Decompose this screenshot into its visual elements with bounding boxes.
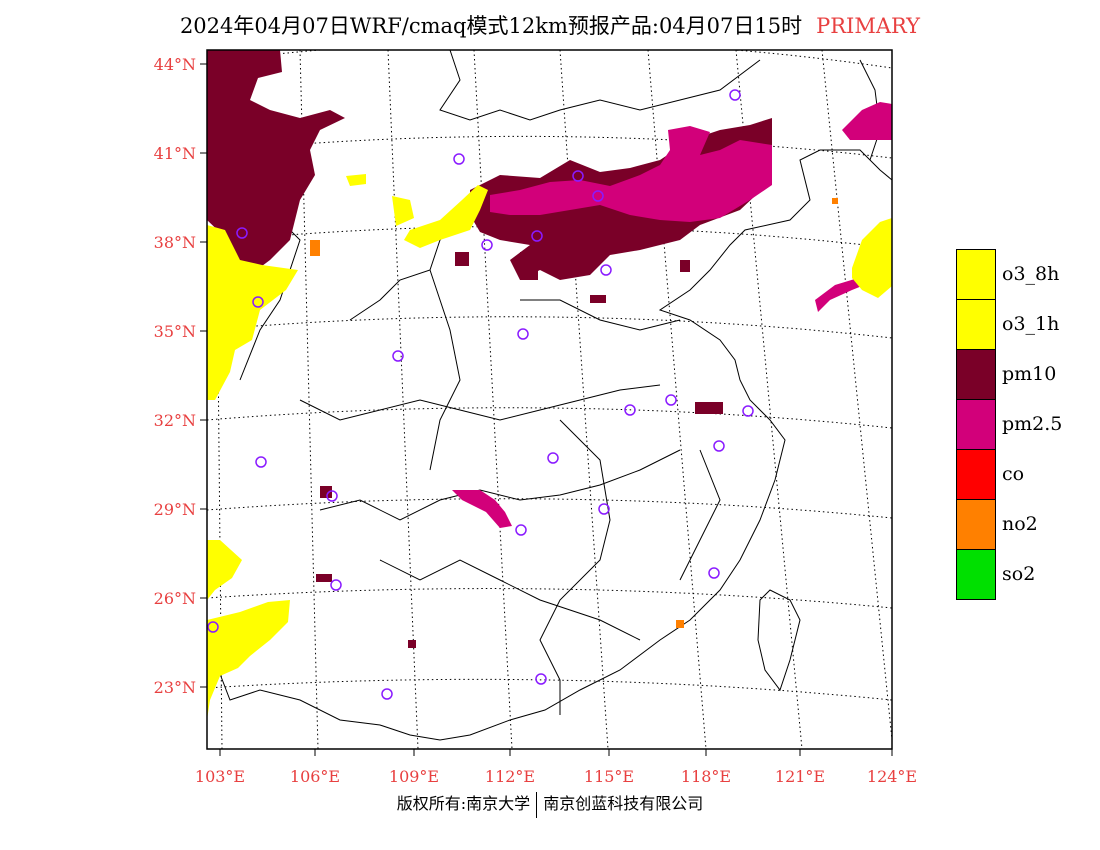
- legend-label: pm2.5: [1002, 413, 1063, 435]
- legend-label: co: [1002, 463, 1025, 485]
- lat-label-32: 32°N: [153, 411, 196, 430]
- legend-swatch: [956, 299, 996, 350]
- legend-label: o3_1h: [1002, 313, 1060, 335]
- lat-label-29: 29°N: [153, 500, 196, 519]
- copyright-left: 版权所有:南京大学: [396, 794, 531, 813]
- legend-label: so2: [1002, 563, 1036, 585]
- lon-label-106: 106°E: [289, 767, 341, 786]
- lon-label-121: 121°E: [774, 767, 826, 786]
- lon-label-118: 118°E: [680, 767, 732, 786]
- map-title: 2024年04月07日WRF/cmaq模式12km预报产品:04月07日15时 P…: [0, 10, 1100, 40]
- legend-swatch: [956, 549, 996, 600]
- boundaries: [207, 50, 892, 741]
- legend-swatch: [956, 399, 996, 450]
- lon-label-103: 103°E: [194, 767, 246, 786]
- legend-label: no2: [1002, 513, 1038, 535]
- lon-label-112: 112°E: [484, 767, 536, 786]
- station-markers: [207, 89, 754, 700]
- legend-swatch: [956, 249, 996, 300]
- pollution-regions: [207, 50, 892, 720]
- legend-swatch: [956, 349, 996, 400]
- legend-label: o3_8h: [1002, 263, 1060, 285]
- legend-swatch: [956, 499, 996, 550]
- legend-swatch: [956, 449, 996, 500]
- copyright-footer: 版权所有:南京大学 南京创蓝科技有限公司: [0, 790, 1100, 818]
- copyright-right: 南京创蓝科技有限公司: [543, 794, 704, 813]
- axis-ticks: [200, 63, 893, 756]
- lat-label-44: 44°N: [153, 55, 196, 74]
- title-tag: PRIMARY: [816, 14, 921, 38]
- lat-label-26: 26°N: [153, 589, 196, 608]
- lat-label-41: 41°N: [153, 144, 196, 163]
- lon-label-109: 109°E: [388, 767, 440, 786]
- footer-separator: [536, 791, 538, 818]
- lat-label-35: 35°N: [153, 322, 196, 341]
- lat-label-23: 23°N: [153, 678, 196, 697]
- title-main: 2024年04月07日WRF/cmaq模式12km预报产品:04月07日15时: [179, 14, 803, 38]
- legend-label: pm10: [1002, 363, 1057, 385]
- lon-label-115: 115°E: [583, 767, 635, 786]
- lon-label-124: 124°E: [866, 767, 918, 786]
- map-frame: [206, 49, 893, 750]
- lat-label-38: 38°N: [153, 233, 196, 252]
